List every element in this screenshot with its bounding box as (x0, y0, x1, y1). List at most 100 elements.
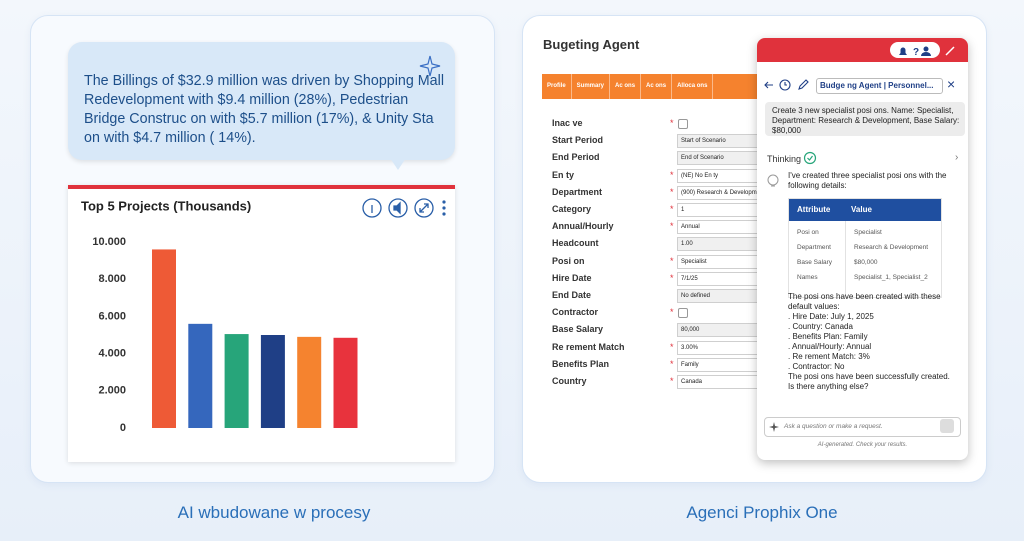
bulb-icon (767, 174, 779, 187)
expand-button[interactable] (414, 198, 434, 218)
table-header: Attribute Value (789, 199, 941, 221)
default-item: . Contractor: No (788, 362, 845, 371)
send-button[interactable] (940, 419, 954, 433)
bar (297, 336, 322, 428)
table-cell: Names (797, 274, 818, 281)
checkbox[interactable] (678, 119, 688, 129)
table-header-cell: Value (851, 205, 872, 214)
field-label: Hire Date (552, 272, 592, 283)
right-caption: Agenci Prophix One (686, 503, 838, 522)
form-title: Bugeting Agent (543, 37, 640, 52)
header-icon-glyphs: ? (899, 43, 958, 59)
required-star: * (670, 204, 674, 214)
table-cell: Specialist_1, Specialist_2 (854, 274, 928, 281)
y-tick-label: 4.000 (98, 348, 126, 360)
field-input[interactable]: Family (677, 357, 758, 372)
field-label: Annual/Hourly (552, 221, 614, 232)
default-item: . Annual/Hourly: Annual (788, 342, 872, 351)
input-placeholder: Ask a question or make a request. (784, 423, 883, 430)
bar (152, 249, 176, 428)
agent-select-text: Budge ng Agent | Personnel... (820, 81, 934, 90)
field-input[interactable]: Canada (677, 375, 758, 389)
field-label: Headcount (552, 238, 599, 249)
required-star: * (670, 118, 674, 128)
checkbox[interactable] (678, 308, 688, 319)
required-star: * (670, 255, 674, 266)
field-label: End Period (552, 152, 600, 163)
field-input[interactable]: End of Scenario (677, 151, 758, 166)
chart: Top 5 Projects (Thousands) 0 2.000 4.000 6.… (81, 198, 446, 434)
user-message: Create 3 new specialist posi ons. Name: … (772, 106, 960, 135)
field-input[interactable]: Annual (677, 220, 758, 235)
thinking-check (803, 151, 817, 165)
table-cell: $80,000 (854, 259, 878, 266)
field-input[interactable]: 80,000 (677, 323, 758, 338)
field-input[interactable]: Start of Scenario (677, 134, 758, 149)
field-input[interactable]: 3.00% (677, 340, 758, 355)
info-button[interactable] (362, 198, 382, 218)
tab[interactable]: Alloca ons (672, 74, 714, 99)
field-label: Contractor (552, 307, 599, 318)
closing-line: The posi ons have been successfully crea… (788, 372, 950, 381)
defaults-intro: The posi ons have been created with thes… (788, 292, 941, 311)
default-item: . Hire Date: July 1, 2025 (788, 312, 874, 321)
field-label: Base Salary (552, 324, 604, 335)
field-input[interactable]: 1 (677, 203, 758, 217)
field-label: Inac ve (552, 118, 583, 128)
field-input[interactable]: (900) Research & Development (677, 185, 758, 200)
assistant-intro: I've created three specialist posi ons w… (788, 171, 947, 190)
sparkle-icon (419, 55, 441, 77)
table-cell: Department (797, 244, 831, 251)
disclaimer: AI-generated. Check your results. (817, 442, 908, 448)
table-cell: Specialist (854, 229, 882, 236)
tab-bar: Profile Summary Ac ons Ac ons Alloca ons (542, 74, 758, 99)
y-tick-label: 8.000 (98, 273, 126, 285)
field-input[interactable]: 7/1/25 (677, 271, 758, 286)
field-label: Start Period (552, 135, 604, 146)
insight-text: The Billings of $32.9 million was driven… (84, 73, 444, 146)
table-divider (845, 221, 846, 297)
tab[interactable]: Ac ons (641, 74, 673, 99)
field-label: Category (552, 204, 592, 214)
chat-input[interactable] (764, 417, 961, 437)
y-tick-label: 0 (120, 422, 126, 434)
result-table: Attribute Value Posi on Specialist Departmen… (788, 198, 942, 298)
bar (260, 335, 285, 428)
table-cell: Base Salary (797, 259, 833, 266)
default-item: . Benefits Plan: Family (788, 332, 868, 341)
required-star: * (670, 221, 674, 232)
chart-title: Top 5 Projects (Thousands) (81, 198, 251, 213)
menu-dots[interactable] (442, 200, 446, 216)
left-caption: AI wbudowane w procesy (177, 503, 371, 522)
chat-toolbar-icons[interactable] (763, 78, 818, 92)
field-input[interactable]: Specialist (677, 254, 758, 269)
svg-text:?: ? (913, 47, 919, 58)
tab[interactable]: Summary (572, 74, 611, 99)
form-area: Bugeting Agent Profile Summary Ac ons Ac on… (523, 16, 758, 482)
field-input[interactable]: No defined (677, 289, 758, 303)
field-label: Posi on (552, 255, 585, 266)
bubble-tail (390, 158, 406, 170)
assistant-followup: The posi ons have been created with thes… (788, 292, 963, 392)
bar (224, 334, 249, 428)
tab[interactable]: Profile (542, 74, 572, 99)
y-tick-label: 6.000 (98, 310, 126, 322)
tab[interactable]: Ac ons (610, 74, 642, 99)
y-tick-label: 2.000 (98, 385, 126, 397)
expand-arrow[interactable]: › (955, 152, 959, 163)
field-label: Re rement Match (552, 341, 625, 352)
required-star: * (670, 376, 674, 386)
field-input[interactable]: (NE) No En ty (677, 168, 758, 183)
required-star: * (670, 186, 674, 197)
close-button[interactable]: × (947, 76, 956, 92)
required-star: * (670, 272, 674, 283)
field-input[interactable]: 1.00 (677, 237, 758, 252)
chat-panel: ? Budge ng Agent | Personnel... × Create… (757, 38, 968, 460)
thinking-label: Thinking (767, 154, 802, 164)
required-star: * (670, 307, 674, 318)
agent-select[interactable] (816, 78, 943, 94)
expand-glyph (419, 203, 429, 213)
audio-button[interactable] (388, 198, 408, 218)
chart-tools[interactable] (362, 198, 434, 218)
field-label: Country (552, 376, 587, 386)
